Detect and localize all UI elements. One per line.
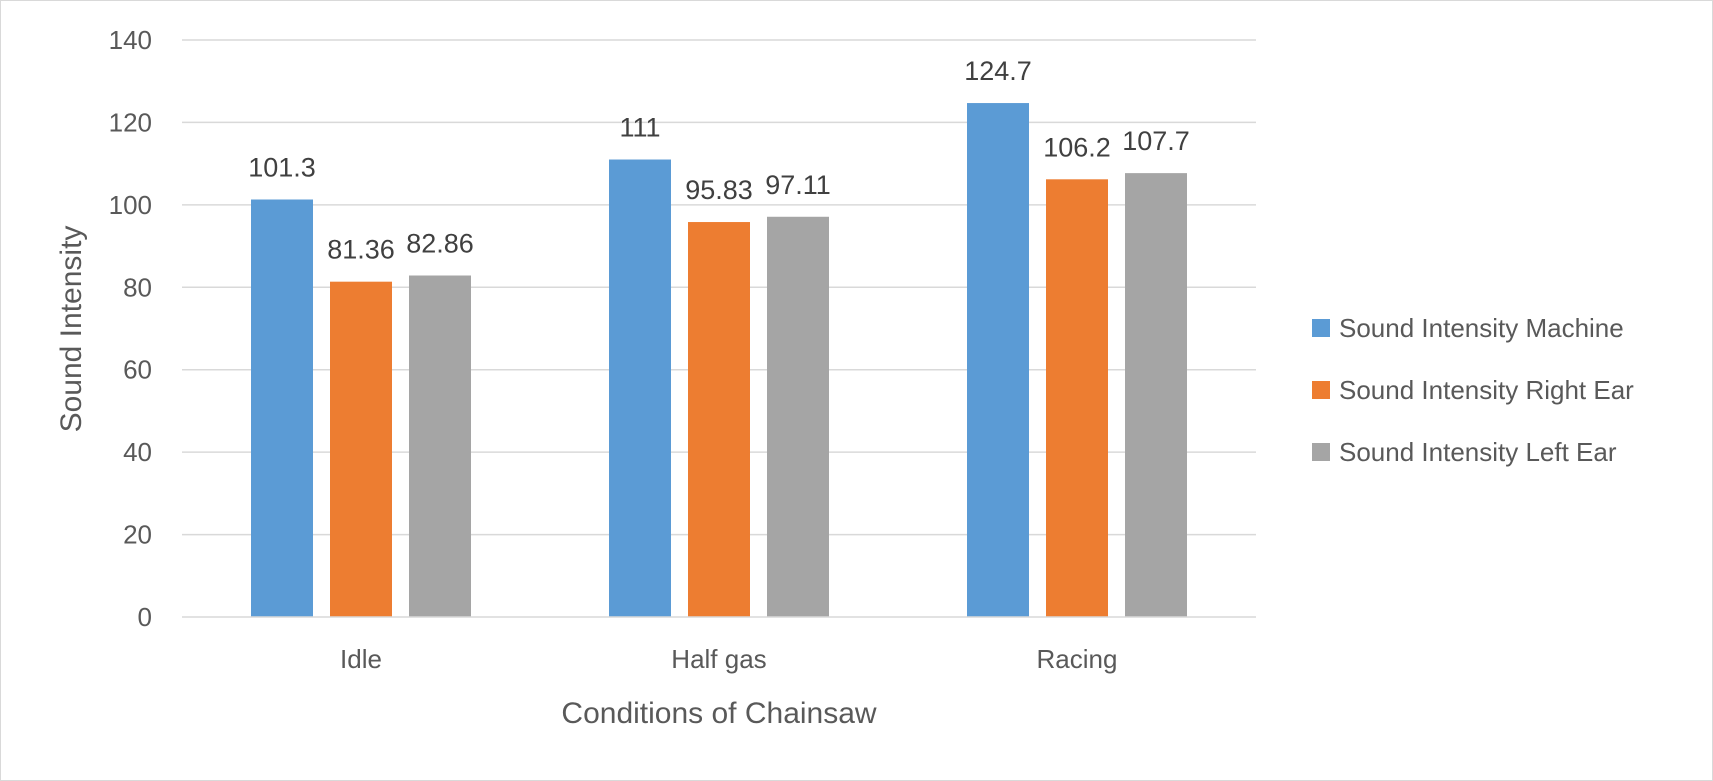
x-tick-label: Idle xyxy=(340,644,382,674)
data-label: 97.11 xyxy=(765,170,831,200)
y-axis-title: Sound Intensity xyxy=(55,226,88,433)
y-tick-label: 0 xyxy=(138,602,152,632)
bar xyxy=(1125,173,1187,618)
bar xyxy=(967,103,1029,617)
y-tick-label: 100 xyxy=(109,190,152,220)
data-labels: 101.3 81.36 82.86 111 95.83 97.11 124.7 106.2 10… xyxy=(248,56,1190,265)
y-tick-label: 120 xyxy=(109,107,152,137)
data-label: 95.83 xyxy=(685,175,753,205)
x-axis-title: Conditions of Chainsaw xyxy=(561,697,877,730)
bars xyxy=(251,103,1187,618)
legend-swatch xyxy=(1312,381,1330,399)
data-label: 124.7 xyxy=(964,56,1032,86)
y-tick-label: 20 xyxy=(123,520,152,550)
y-axis-ticks: 0 20 40 60 80 100 120 140 xyxy=(109,25,152,632)
x-tick-label: Racing xyxy=(1037,644,1118,674)
bar xyxy=(330,281,392,617)
data-label: 107.7 xyxy=(1122,126,1190,156)
bar xyxy=(251,199,313,618)
data-label: 82.86 xyxy=(406,228,474,258)
bar xyxy=(609,159,671,617)
data-label: 111 xyxy=(619,113,660,143)
y-tick-label: 40 xyxy=(123,437,152,467)
data-label: 101.3 xyxy=(248,152,316,182)
x-tick-label: Half gas xyxy=(671,644,766,674)
legend-swatch xyxy=(1312,443,1330,461)
bar xyxy=(409,275,471,617)
x-axis-ticks: Idle Half gas Racing xyxy=(340,644,1117,674)
legend-label: Sound Intensity Left Ear xyxy=(1339,437,1617,467)
y-tick-label: 140 xyxy=(109,25,152,55)
legend: Sound Intensity Machine Sound Intensity R… xyxy=(1312,313,1634,467)
data-label: 81.36 xyxy=(327,235,395,265)
y-tick-label: 60 xyxy=(123,355,152,385)
bar xyxy=(688,222,750,617)
legend-label: Sound Intensity Right Ear xyxy=(1339,375,1634,405)
y-tick-label: 80 xyxy=(123,272,152,302)
data-label: 106.2 xyxy=(1043,132,1111,162)
legend-label: Sound Intensity Machine xyxy=(1339,313,1624,343)
bar xyxy=(767,216,829,617)
bar xyxy=(1046,179,1108,617)
legend-swatch xyxy=(1312,319,1330,337)
